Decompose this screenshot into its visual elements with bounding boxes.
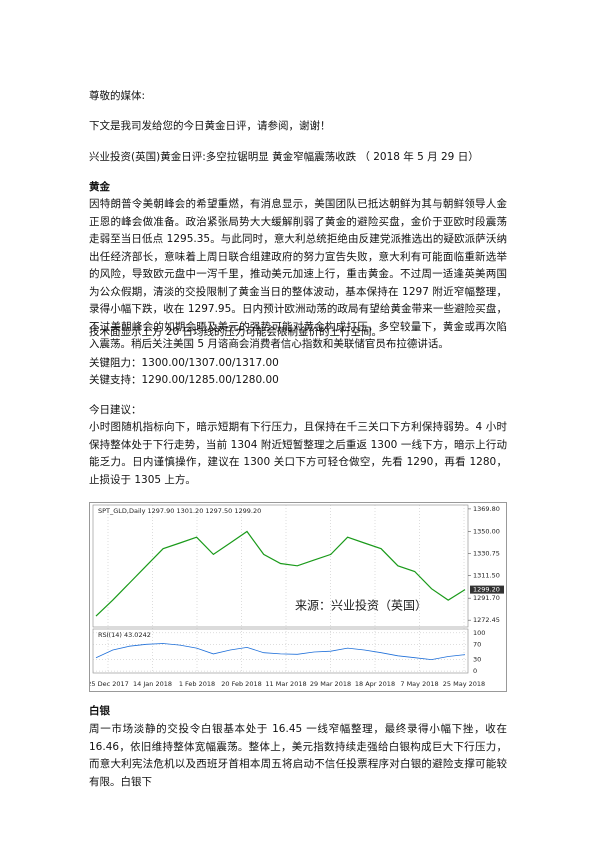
intro: 下文是我司发给您的今日黄金日评，请参阅，谢谢！	[89, 120, 331, 132]
key-level: 关键阻力：1300.00/1307.00/1317.00	[89, 357, 279, 369]
x-tick-label: 11 Mar 2018	[265, 680, 306, 688]
key-level: 关键支持：1290.00/1285.00/1280.00	[89, 374, 279, 386]
advice-heading: 今日建议：	[89, 404, 142, 416]
x-tick-label: 25 Dec 2017	[89, 680, 129, 688]
paragraph: 技术面显示上方 20 日均线的压力可能会限制金价的上行空间。	[89, 326, 383, 338]
last-price-label: 1299.20	[473, 586, 500, 594]
y-tick-label: 1272.45	[473, 616, 500, 624]
rsi-title: RSI(14) 43.0242	[98, 631, 151, 639]
x-tick-label: 18 Apr 2018	[355, 680, 395, 688]
y-tick-label: 1369.80	[473, 505, 500, 513]
rsi-tick-label: 30	[473, 656, 481, 664]
rsi-tick-label: 70	[473, 640, 481, 648]
section-heading: 白银	[89, 705, 110, 717]
x-tick-label: 7 May 2018	[400, 680, 438, 688]
rsi-line	[95, 643, 466, 661]
price-panel	[92, 504, 469, 628]
y-tick-label: 1350.00	[473, 528, 500, 536]
y-tick-label: 1330.75	[473, 550, 500, 558]
greeting: 尊敬的媒体:	[89, 90, 146, 102]
x-tick-label: 29 Mar 2018	[310, 680, 351, 688]
x-tick-label: 20 Feb 2018	[221, 680, 261, 688]
paragraph: 周一市场淡静的交投令白银基本处于 16.45 一线窄幅整理，最终录得小幅下挫，收…	[89, 723, 507, 788]
chart-title: SPT_GLD,Daily 1297.90 1301.20 1297.50 12…	[98, 507, 261, 515]
rsi-panel	[92, 628, 469, 674]
paragraph: 小时图随机指标向下，暗示短期有下行压力，且保持在千三关口下方利保持弱势。4 小时…	[89, 421, 507, 486]
price-chart: 25 Dec 2017 14 Jan 2018 1 Feb 2018 20 Feb 2…	[89, 502, 507, 692]
watermark: 来源：兴业投资（英国）	[295, 598, 427, 613]
x-tick-label: 25 May 2018	[443, 680, 485, 688]
y-tick-label: 1311.50	[473, 572, 500, 580]
paragraph: 因特朗普令美朝峰会的希望重燃，有消息显示，美国团队已抵达朝鲜为其与朝鲜领导人金正…	[89, 198, 507, 350]
rsi-tick-label: 100	[473, 629, 485, 637]
headline: 兴业投资(英国)黄金日评:多空拉锯明显 黄金窄幅震荡收跌 （ 2018 年 5 …	[89, 151, 479, 163]
y-tick-label: 1291.70	[473, 594, 500, 602]
x-tick-label: 1 Feb 2018	[179, 680, 215, 688]
rsi-tick-label: 0	[473, 667, 477, 675]
price-line	[95, 530, 466, 617]
section-heading: 黄金	[89, 181, 110, 193]
x-tick-label: 14 Jan 2018	[133, 680, 172, 688]
last-price-box	[470, 585, 504, 594]
